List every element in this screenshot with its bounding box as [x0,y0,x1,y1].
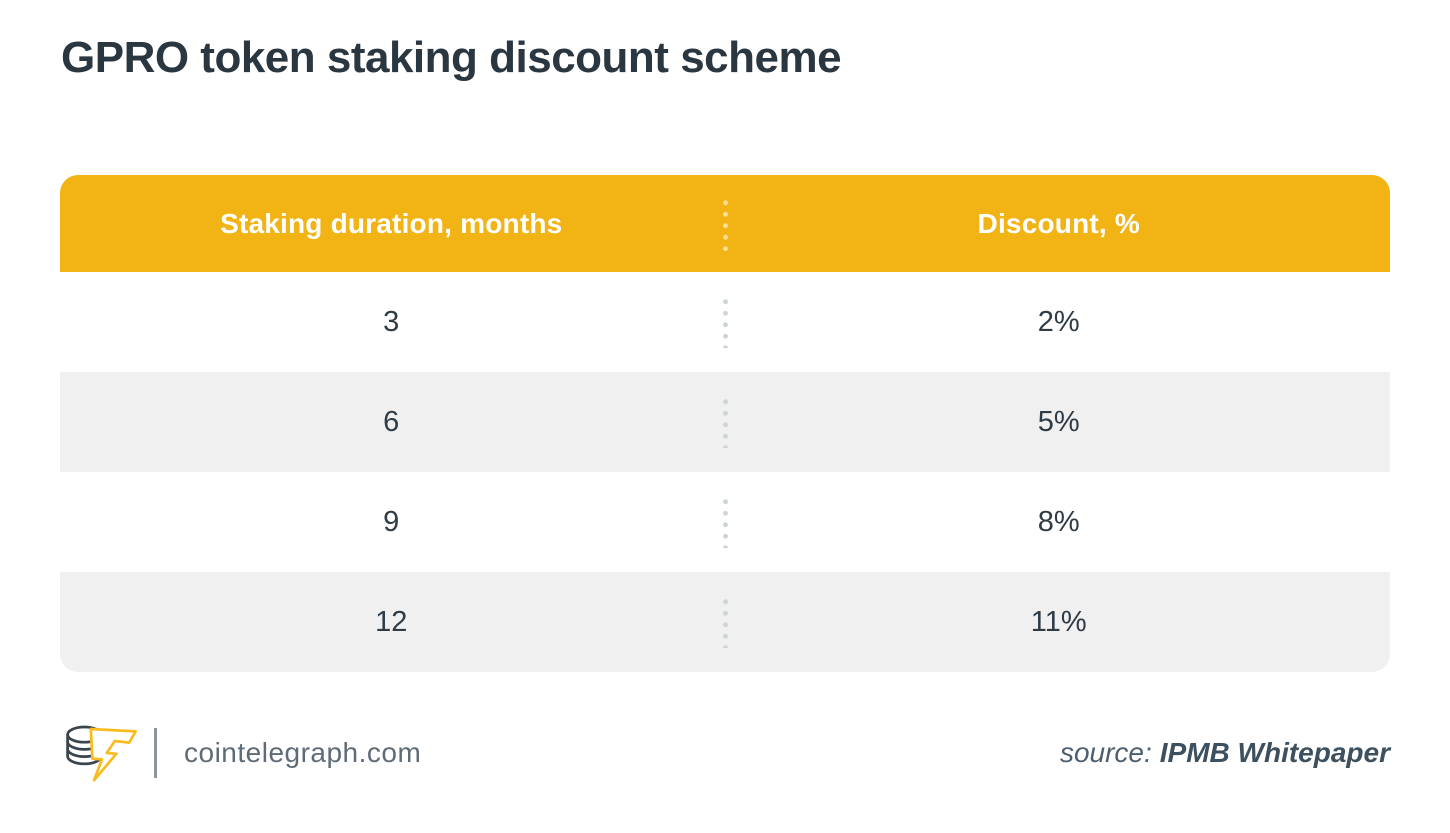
cell-discount: 2% [1037,305,1080,338]
cell-duration: 3 [383,305,400,338]
cell-discount: 11% [1030,605,1087,638]
cell-duration: 12 [375,605,408,638]
column-divider-dots [722,396,728,448]
column-divider-dots [722,496,728,548]
cell-discount: 8% [1037,505,1080,538]
source-label: source: [1059,737,1152,768]
column-divider-dots [722,296,728,348]
header-cell-staking-duration: Staking duration, months [220,207,563,239]
header-cell-discount: Discount, % [977,207,1140,239]
column-divider-dots [722,596,728,648]
cell-discount: 5% [1037,405,1080,438]
brand-divider [154,728,157,778]
footer: cointelegraph.com source: IPMB Whitepaper [60,714,1390,792]
source-value: IPMB Whitepaper [1159,737,1390,768]
table-header-row: Staking duration, months Discount, % [60,175,1390,272]
brand-domain-text: cointelegraph.com [184,737,422,768]
cell-duration: 6 [383,405,400,438]
brand-group: cointelegraph.com [60,721,421,785]
column-divider-dots [722,196,728,251]
table-row: 12 11% [60,572,1390,672]
page-title: GPRO token staking discount scheme [61,33,842,82]
staking-discount-table: Staking duration, months Discount, % 3 2… [60,175,1390,672]
table-row: 9 8% [60,472,1390,572]
cointelegraph-logo-icon [66,725,137,782]
table-row: 3 2% [60,272,1390,372]
cell-duration: 9 [383,505,400,538]
table-row: 6 5% [60,372,1390,472]
source-attribution: source: IPMB Whitepaper [1060,737,1390,769]
